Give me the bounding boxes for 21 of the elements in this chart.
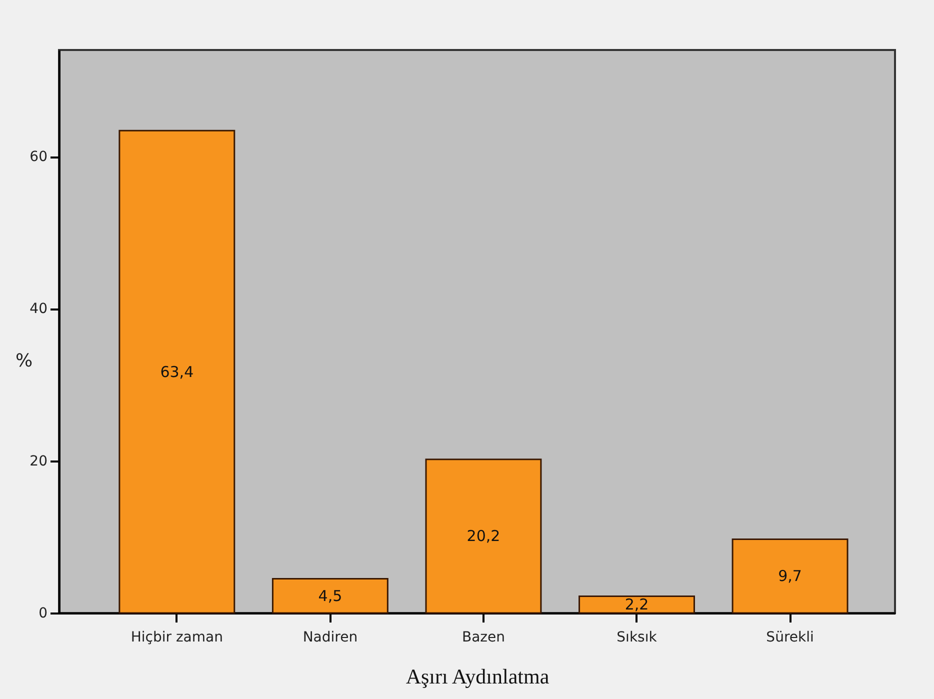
x-tick-label: Sıksık	[616, 630, 658, 646]
y-axis-title: %	[16, 350, 33, 372]
data-label: 63,4	[160, 362, 194, 381]
bar	[578, 596, 695, 614]
bar	[425, 458, 542, 614]
bar	[118, 130, 236, 614]
data-label: 9,7	[778, 567, 802, 586]
y-tick-label: 40	[30, 301, 48, 318]
x-tick-label: Hiçbir zaman	[130, 630, 223, 646]
data-label: 4,5	[318, 586, 342, 605]
data-label: 20,2	[466, 527, 500, 546]
bar	[732, 538, 848, 614]
y-tick-label: 60	[30, 149, 48, 166]
y-tick-label: 20	[30, 453, 48, 470]
x-tick-label: Nadiren	[302, 630, 358, 646]
y-tick-label: 0	[38, 606, 48, 622]
data-label: 2,2	[624, 596, 649, 614]
bar	[272, 578, 388, 614]
x-axis-title: Aşırı Aydınlatma	[406, 664, 550, 688]
x-tick-label: Sürekli	[766, 630, 814, 646]
x-tick-label: Bazen	[462, 630, 505, 646]
